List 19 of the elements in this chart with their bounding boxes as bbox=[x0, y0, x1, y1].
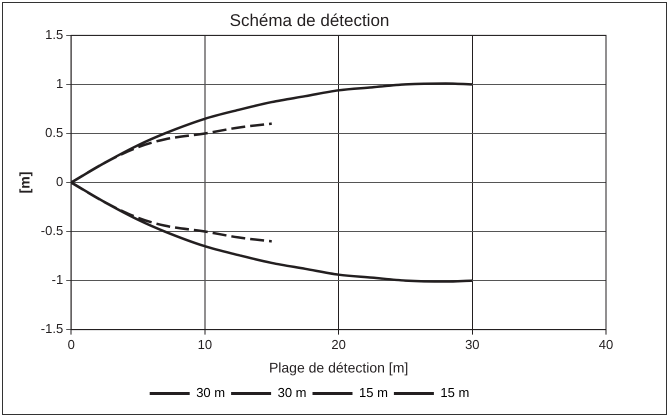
y-tick-label: 1 bbox=[56, 76, 64, 92]
legend-label: 15 m bbox=[440, 385, 470, 400]
y-tick-label: -1 bbox=[52, 272, 64, 288]
x-tick-label: 30 bbox=[465, 336, 480, 352]
x-tick-label: 20 bbox=[331, 336, 346, 352]
legend-label: 30 m bbox=[196, 385, 226, 400]
x-tick-label: 10 bbox=[198, 336, 212, 352]
x-axis-title: Plage de détection [m] bbox=[268, 359, 408, 376]
legend-label: 15 m bbox=[359, 385, 388, 400]
y-tick-label: -1.5 bbox=[40, 321, 64, 336]
y-axis-title: [m] bbox=[16, 172, 32, 194]
chart-title: Schéma de détection bbox=[230, 10, 390, 30]
legend-label: 30 m bbox=[278, 385, 307, 400]
x-tick-label: 0 bbox=[68, 336, 75, 352]
y-tick-label: 1.5 bbox=[45, 26, 64, 42]
x-tick-label: 40 bbox=[598, 336, 614, 352]
y-tick-label: 0 bbox=[56, 174, 64, 190]
y-tick-label: 0.5 bbox=[45, 125, 64, 140]
y-tick-label: -0.5 bbox=[40, 223, 64, 238]
